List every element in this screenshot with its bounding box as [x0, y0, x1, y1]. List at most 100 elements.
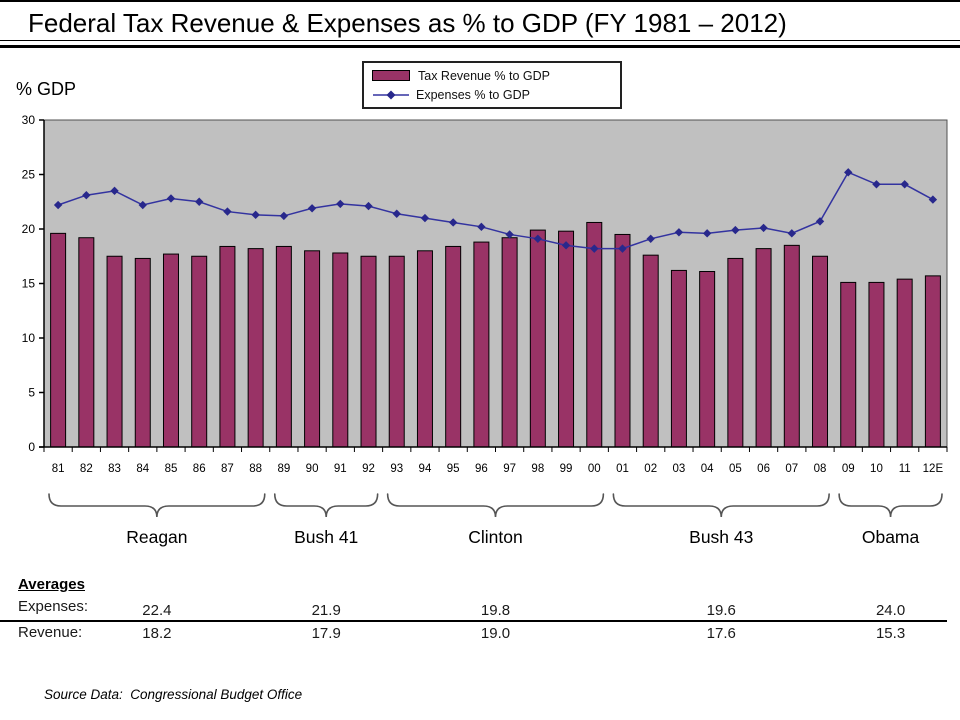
x-label-93: 93: [390, 463, 403, 475]
y-tick-label-25: 25: [22, 168, 36, 182]
y-tick-label-15: 15: [22, 277, 36, 291]
x-label-86: 86: [193, 463, 206, 475]
bar-02: [642, 254, 659, 448]
avg-revenue-clinton: 19.0: [480, 625, 511, 642]
x-label-08: 08: [814, 463, 827, 475]
x-label-82: 82: [80, 463, 93, 475]
averages-heading: Averages: [18, 576, 85, 593]
bar-93: [388, 255, 405, 448]
y-tick-label-30: 30: [22, 113, 36, 127]
bar-94: [416, 250, 433, 448]
expenses-marker-94: [420, 213, 430, 223]
bar-05: [727, 257, 744, 448]
brace-bush-41: [273, 493, 379, 518]
x-label-90: 90: [306, 463, 319, 475]
y-tick-label-20: 20: [22, 222, 36, 236]
page-top-border: [0, 0, 960, 2]
x-label-88: 88: [249, 463, 262, 475]
bar-12E: [924, 275, 941, 448]
bar-95: [445, 245, 462, 448]
expenses-marker-05: [731, 225, 740, 235]
expenses-marker-10: [872, 180, 881, 189]
president-label-bush-41: Bush 41: [294, 527, 358, 547]
x-label-12E: 12E: [923, 463, 944, 475]
bar-10: [868, 281, 885, 448]
brace-clinton: [386, 493, 605, 518]
president-label-obama: Obama: [862, 527, 920, 547]
expenses-line: [57, 171, 934, 250]
legend-item-tax-revenue: Tax Revenue % to GDP: [372, 66, 620, 85]
bar-08: [812, 255, 829, 448]
x-label-94: 94: [419, 463, 432, 475]
expenses-marker-08: [815, 217, 825, 226]
tax-revenue-swatch-icon: [372, 70, 410, 81]
bar-06: [755, 248, 772, 448]
x-label-84: 84: [136, 463, 149, 475]
bar-07: [783, 244, 800, 448]
bar-92: [360, 255, 377, 448]
x-label-02: 02: [644, 463, 657, 475]
legend-label-tax-revenue: Tax Revenue % to GDP: [418, 68, 551, 83]
expenses-marker-91: [336, 199, 345, 209]
president-label-bush-43: Bush 43: [689, 527, 753, 547]
brace-obama: [838, 493, 943, 518]
x-label-07: 07: [785, 463, 798, 475]
bar-03: [670, 269, 687, 448]
bar-00: [586, 221, 603, 448]
x-label-83: 83: [108, 463, 121, 475]
avg-expenses-row-label: Expenses:: [18, 598, 89, 615]
bar-81: [50, 232, 67, 448]
legend: Tax Revenue % to GDP Expenses % to GDP: [362, 61, 622, 109]
avg-expenses-bush-41: 21.9: [311, 602, 341, 619]
bar-96: [473, 241, 490, 448]
expenses-marker-81: [53, 200, 63, 210]
x-label-11: 11: [899, 463, 911, 475]
averages-divider-line: [0, 620, 947, 622]
y-tick-label-0: 0: [28, 440, 35, 454]
chart-title: Federal Tax Revenue & Expenses as % to G…: [28, 8, 787, 38]
bar-85: [162, 253, 179, 448]
x-label-81: 81: [52, 463, 65, 475]
bar-04: [699, 271, 716, 448]
bar-89: [275, 245, 292, 448]
expenses-marker-93: [392, 209, 401, 218]
expenses-marker-83: [110, 186, 119, 196]
brace-reagan: [48, 493, 266, 518]
bar-86: [191, 255, 208, 448]
bar-83: [106, 255, 123, 448]
x-label-99: 99: [560, 463, 573, 475]
x-label-09: 09: [842, 463, 855, 475]
expenses-marker-07: [787, 229, 796, 238]
expenses-marker-95: [448, 218, 458, 227]
brace-bush-43: [612, 493, 830, 518]
x-label-04: 04: [701, 463, 714, 475]
x-label-03: 03: [673, 463, 686, 475]
expenses-marker-87: [223, 207, 232, 216]
bar-98: [529, 229, 546, 448]
x-label-89: 89: [277, 463, 290, 475]
y-axis-unit-label: % GDP: [16, 79, 77, 99]
expenses-marker-04: [702, 229, 712, 238]
x-label-85: 85: [165, 463, 178, 475]
expenses-marker-00: [590, 244, 599, 253]
president-label-clinton: Clinton: [468, 527, 522, 547]
expenses-marker-97: [505, 230, 514, 239]
bar-09: [840, 281, 857, 448]
expenses-marker-02: [646, 234, 655, 244]
expenses-marker-90: [307, 204, 317, 213]
expenses-marker-98: [533, 234, 543, 244]
bar-01: [614, 233, 631, 448]
x-label-97: 97: [503, 463, 516, 475]
bar-99: [558, 230, 575, 448]
bar-97: [501, 237, 518, 448]
president-label-reagan: Reagan: [126, 527, 187, 547]
expenses-line-swatch-icon: [373, 90, 409, 99]
expenses-marker-86: [195, 197, 204, 206]
expenses-marker-89: [279, 211, 289, 221]
bar-11: [896, 278, 913, 448]
legend-label-expenses: Expenses % to GDP: [416, 87, 530, 102]
x-label-96: 96: [475, 463, 488, 475]
bar-91: [332, 252, 349, 448]
x-label-95: 95: [447, 463, 460, 475]
